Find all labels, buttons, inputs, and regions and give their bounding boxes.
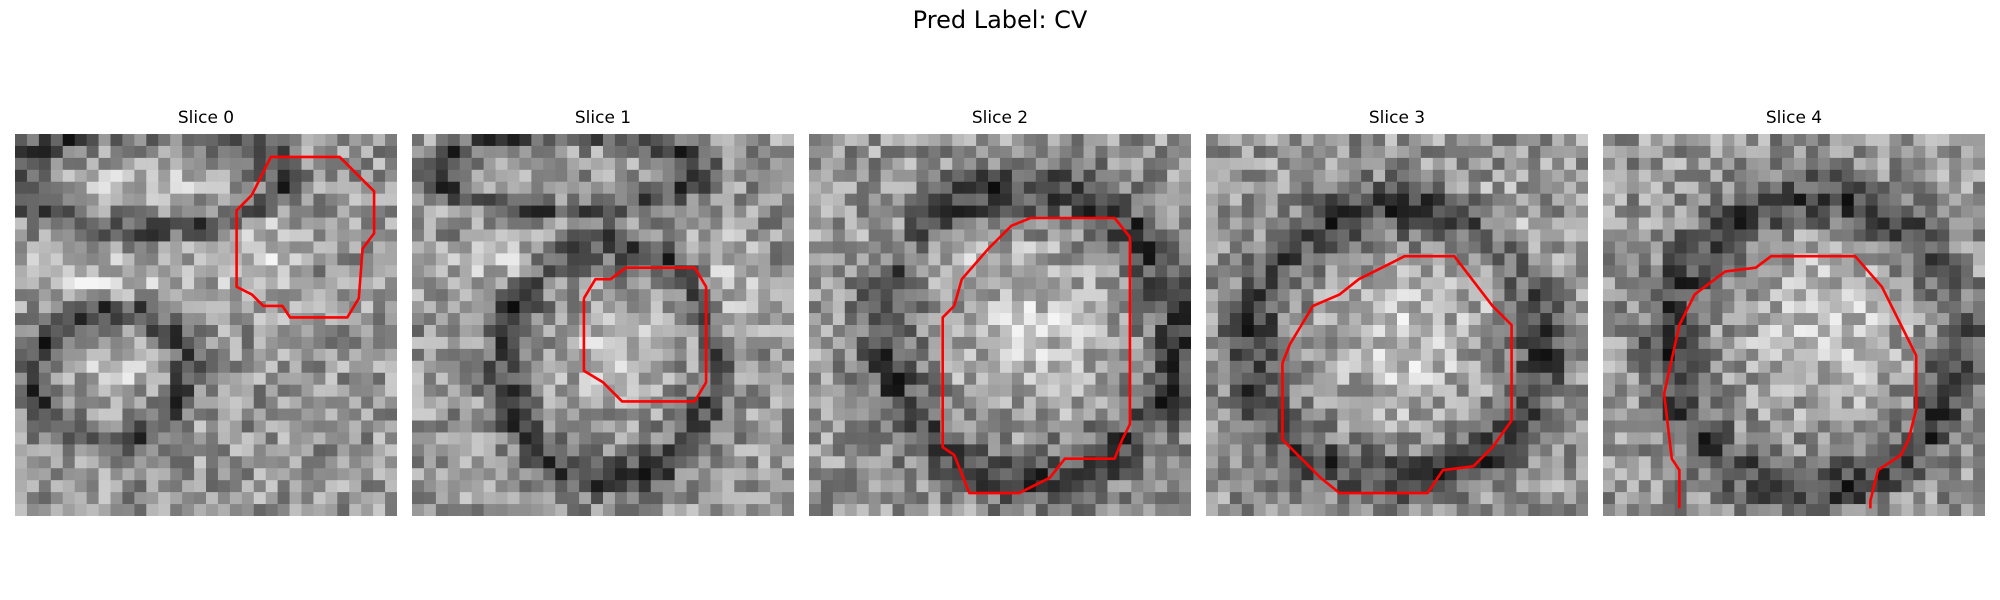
segmentation-contour [1662, 254, 1918, 509]
slice-title: Slice 1 [574, 108, 632, 128]
slice-image [15, 134, 397, 516]
slice-image [809, 134, 1191, 516]
slice-title: Slice 3 [1368, 108, 1426, 128]
figure-title: Pred Label: CV [912, 6, 1088, 34]
slice-image [412, 134, 794, 516]
segmentation-contour [1281, 254, 1513, 495]
segmentation-contour [941, 216, 1132, 495]
slice-title: Slice 2 [971, 108, 1029, 128]
slice-image [1206, 134, 1588, 516]
slice-title: Slice 0 [177, 108, 235, 128]
segmentation-contour [235, 155, 376, 319]
slice-title: Slice 4 [1765, 108, 1823, 128]
segmentation-contour [582, 266, 708, 403]
slice-image [1603, 134, 1985, 516]
